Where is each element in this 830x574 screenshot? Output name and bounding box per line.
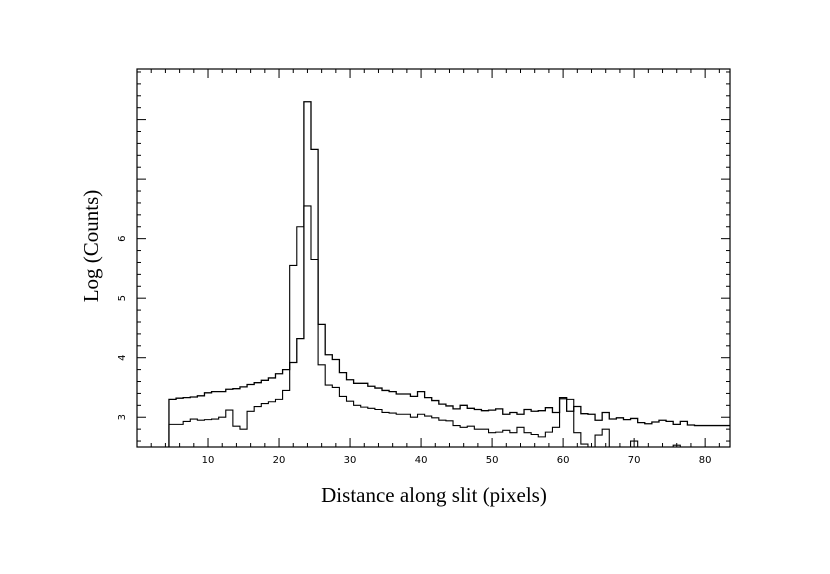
y-tick-label: 6 (117, 235, 128, 241)
x-axis-title: Distance along slit (pixels) (321, 483, 547, 507)
x-tick-label: 50 (486, 455, 499, 466)
tick-labels: 10 20 30 40 50 60 70 80 3 4 5 6 (117, 235, 712, 466)
x-tick-label: 60 (557, 455, 570, 466)
x-tick-label: 30 (344, 455, 357, 466)
series-2-line (168, 205, 681, 447)
x-tick-label: 70 (628, 455, 641, 466)
y-tick-label: 4 (117, 355, 128, 361)
y-tick-label: 3 (117, 414, 128, 420)
series-1-line (168, 101, 730, 447)
plot-frame (136, 68, 731, 448)
y-tick-label: 5 (117, 295, 128, 301)
x-tick-label: 20 (273, 455, 286, 466)
x-tick-label: 40 (415, 455, 428, 466)
series-layer (168, 101, 730, 447)
y-axis-title: Log (Counts) (79, 190, 103, 303)
x-tick-label: 10 (202, 455, 215, 466)
axis-ticks (137, 69, 730, 447)
x-tick-label: 80 (699, 455, 712, 466)
